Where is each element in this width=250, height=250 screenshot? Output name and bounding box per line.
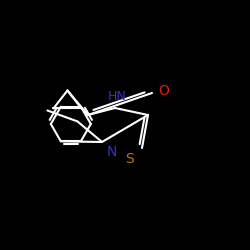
Text: HN: HN <box>108 90 126 103</box>
Text: N: N <box>107 145 118 159</box>
Text: S: S <box>125 152 134 166</box>
Text: O: O <box>158 84 169 98</box>
